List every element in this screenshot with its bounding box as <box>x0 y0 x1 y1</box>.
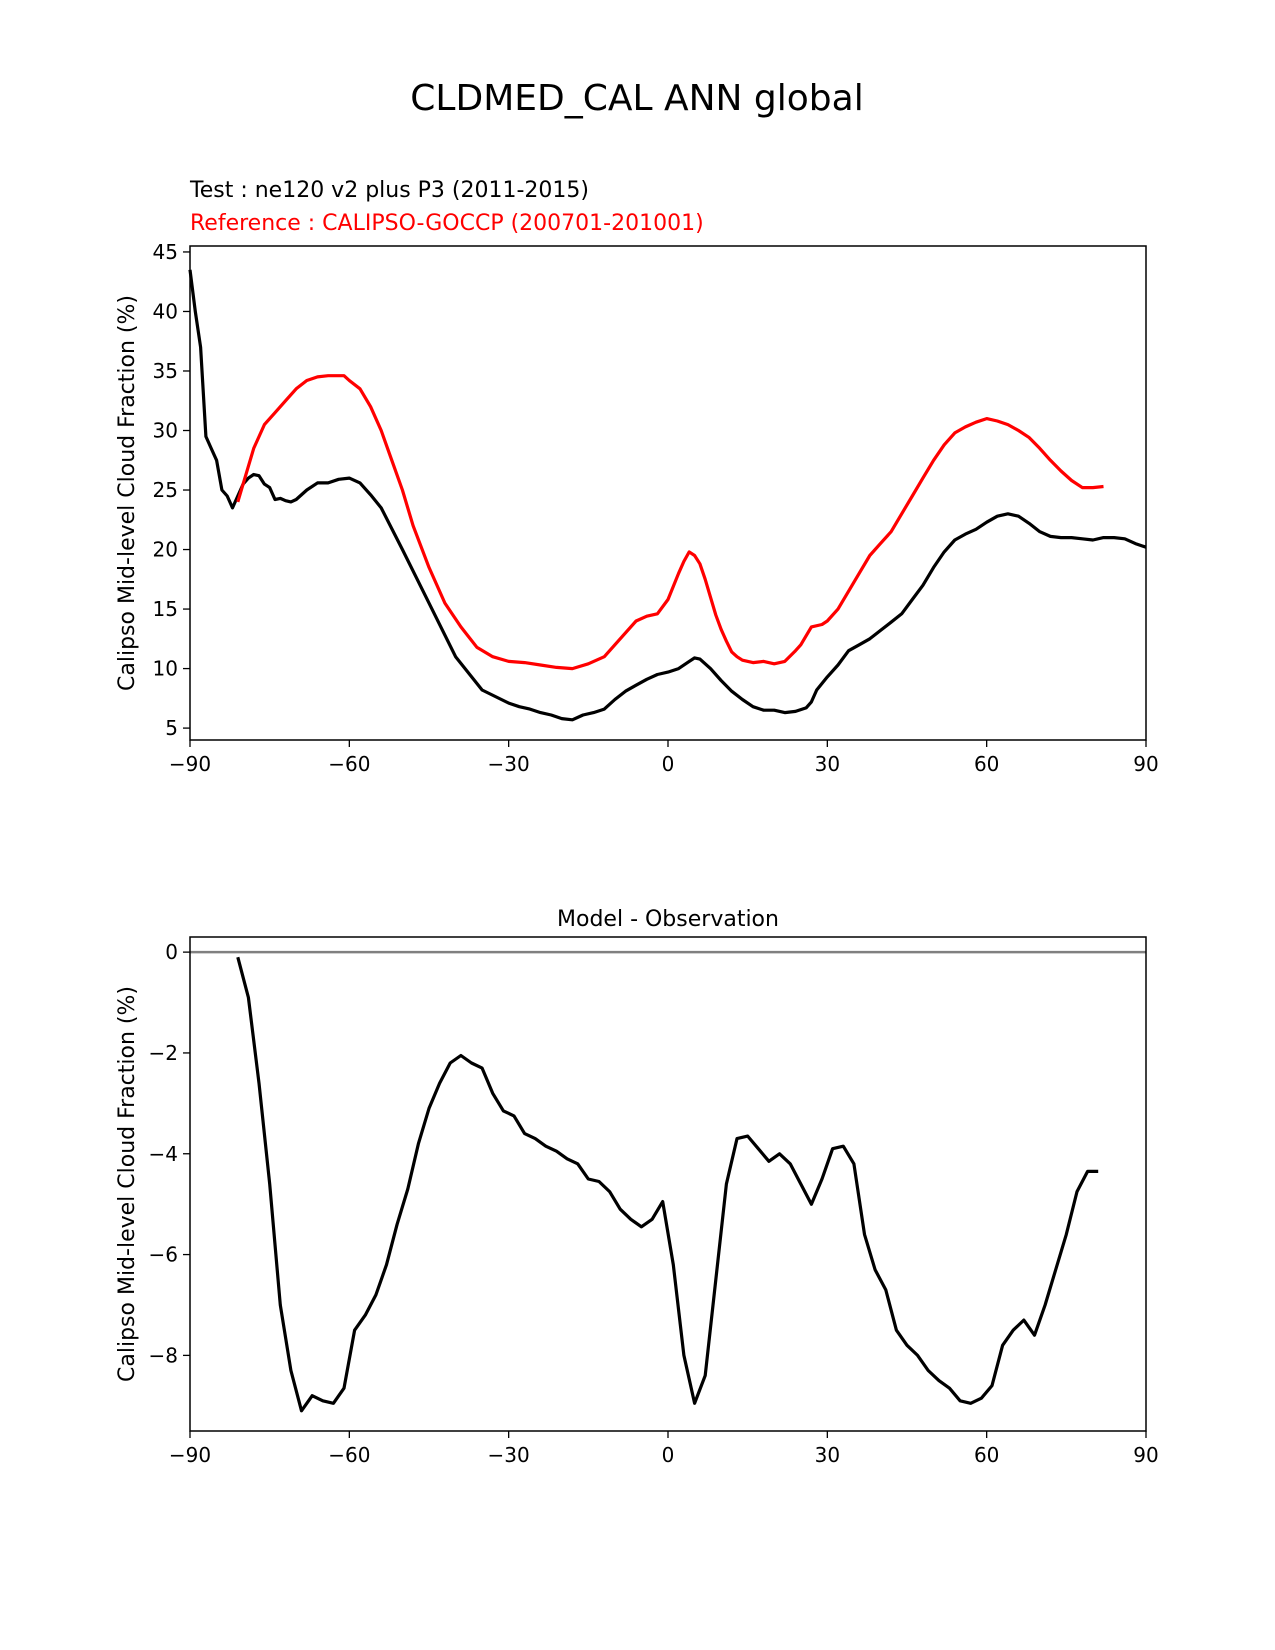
y-tick-label: 45 <box>153 240 178 264</box>
y-tick-label: 20 <box>153 538 178 562</box>
y-tick-label: 25 <box>153 478 178 502</box>
x-tick-label: 30 <box>815 1443 840 1467</box>
x-tick-label: −90 <box>169 752 211 776</box>
reference-label: Reference : CALIPSO-GOCCP (200701-201001… <box>190 211 704 236</box>
x-tick-label: 0 <box>662 1443 675 1467</box>
y-tick-label: 15 <box>153 597 178 621</box>
x-tick-label: −60 <box>328 1443 370 1467</box>
y-tick-label: 0 <box>165 940 178 964</box>
y-tick-label: 30 <box>153 419 178 443</box>
x-tick-label: 0 <box>662 752 675 776</box>
x-tick-label: 90 <box>1133 752 1158 776</box>
y-tick-label: 5 <box>165 716 178 740</box>
y-tick-label: −6 <box>149 1243 178 1267</box>
series-line-0 <box>188 269 1147 722</box>
top-plot-frame <box>189 245 1147 741</box>
bottom-panel: Model - Observation Calipso Mid-level Cl… <box>115 907 1159 1467</box>
x-tick-label: −30 <box>488 1443 530 1467</box>
bottom-plot-area: −90 −60 −30 0 30 60 90 −8 −6 −4 −2 0 <box>149 940 1159 1467</box>
top-panel: Test : ne120 v2 plus P3 (2011-2015) Refe… <box>115 178 1159 776</box>
y-tick-label: −8 <box>149 1343 178 1367</box>
bottom-panel-title: Model - Observation <box>557 907 779 932</box>
y-tick-label: 10 <box>153 657 178 681</box>
y-tick-label: −2 <box>149 1041 178 1065</box>
figure-title: CLDMED_CAL ANN global <box>410 78 863 119</box>
y-tick-label: −4 <box>149 1142 178 1166</box>
x-tick-label: −60 <box>328 752 370 776</box>
bottom-plot-frame <box>189 936 1147 1432</box>
top-y-axis-label: Calipso Mid-level Cloud Fraction (%) <box>115 295 140 691</box>
series-line-1 <box>236 374 1104 671</box>
x-tick-label: −90 <box>169 1443 211 1467</box>
test-label: Test : ne120 v2 plus P3 (2011-2015) <box>189 178 589 203</box>
x-tick-label: 30 <box>815 752 840 776</box>
x-tick-label: 60 <box>974 752 999 776</box>
y-tick-label: 40 <box>153 299 178 323</box>
y-tick-label: 35 <box>153 359 178 383</box>
x-tick-label: 60 <box>974 1443 999 1467</box>
bottom-y-axis-label: Calipso Mid-level Cloud Fraction (%) <box>115 986 140 1382</box>
series-line-0 <box>236 956 1099 1413</box>
x-tick-label: −30 <box>488 752 530 776</box>
x-tick-label: 90 <box>1133 1443 1158 1467</box>
top-plot-area: −90 −60 −30 0 30 60 90 5 10 15 20 25 30 35 40 45 <box>153 240 1159 776</box>
